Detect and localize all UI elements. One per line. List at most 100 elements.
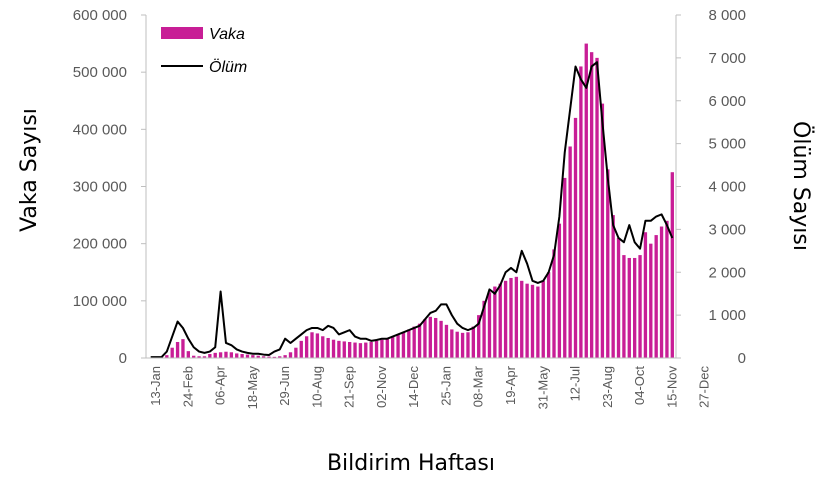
legend-vaka-label: Vaka <box>209 26 245 43</box>
x-tick-label: 12-Jul <box>568 366 583 402</box>
x-tick-label: 18-May <box>245 366 260 410</box>
vaka-bar <box>369 341 373 358</box>
right-y-tick-label: 4 000 <box>708 179 746 196</box>
vaka-bar <box>208 354 212 358</box>
vaka-bar <box>611 215 615 358</box>
vaka-bar <box>579 66 583 358</box>
vaka-bar <box>202 356 207 358</box>
legend-olum-label: Ölüm <box>209 58 247 76</box>
vaka-bar <box>310 332 314 358</box>
olum-line <box>150 61 674 359</box>
vaka-bar <box>643 232 648 358</box>
vaka-bar <box>267 356 271 358</box>
vaka-bar <box>380 339 384 358</box>
right-y-tick-label: 1 000 <box>708 307 746 324</box>
vaka-bar <box>622 255 626 358</box>
vaka-bar <box>245 354 250 358</box>
x-tick-label: 21-Sep <box>342 366 357 408</box>
vaka-bar <box>487 292 492 358</box>
vaka-bar <box>670 172 674 358</box>
vaka-bar <box>627 257 631 358</box>
vaka-bar <box>460 332 465 358</box>
vaka-bar <box>541 280 545 358</box>
vaka-bar <box>337 340 341 358</box>
x-axis-title: Bildirim Haftası <box>327 451 495 476</box>
vaka-bar <box>283 355 287 358</box>
vaka-bar <box>654 235 658 358</box>
vaka-bar <box>514 276 519 358</box>
vaka-bar <box>439 320 443 358</box>
right-y-tick-label: 3 000 <box>708 221 746 238</box>
left-y-tick-label: 100 000 <box>73 293 127 310</box>
vaka-bar <box>659 226 664 358</box>
right-axis-title: Ölüm Sayısı <box>788 121 814 251</box>
vaka-bar <box>633 257 637 358</box>
vaka-bars <box>149 43 674 359</box>
vaka-bar <box>520 280 524 358</box>
left-y-tick-label: 500 000 <box>73 64 127 81</box>
vaka-bar <box>186 351 190 358</box>
vaka-bar <box>256 355 260 358</box>
left-y-tick-label: 200 000 <box>73 236 127 253</box>
vaka-bar <box>568 146 572 358</box>
vaka-bar <box>665 220 669 358</box>
vaka-bar <box>498 283 502 358</box>
vaka-bar <box>466 332 470 358</box>
right-y-tick-label: 6 000 <box>708 93 746 110</box>
vaka-bar <box>170 347 174 358</box>
vaka-bar <box>417 323 422 358</box>
x-tick-label: 08-Mar <box>471 365 486 407</box>
vaka-bar <box>444 324 449 358</box>
x-tick-label: 15-Nov <box>664 366 679 408</box>
vaka-bar <box>331 339 336 358</box>
vaka-bar <box>423 319 427 358</box>
vaka-bar <box>471 326 475 358</box>
vaka-bar <box>573 117 578 359</box>
vaka-bar <box>649 243 653 358</box>
vaka-bar <box>552 249 556 358</box>
vaka-bar <box>272 356 277 358</box>
vaka-bar <box>342 341 346 358</box>
right-y-tick-label: 2 000 <box>708 264 746 281</box>
vaka-bar <box>235 353 239 358</box>
vaka-bar <box>557 223 562 358</box>
vaka-bar <box>407 329 411 358</box>
vaka-bar <box>224 351 228 358</box>
vaka-bar <box>525 283 529 358</box>
x-tick-label: 02-Nov <box>374 366 389 408</box>
x-tick-label: 25-Jan <box>438 366 453 406</box>
vaka-bar <box>213 352 217 358</box>
x-tick-label: 14-Dec <box>406 366 421 408</box>
right-y-tick-label: 0 <box>738 350 746 367</box>
vaka-bar <box>374 340 379 358</box>
vaka-bar <box>428 316 432 358</box>
x-tick-label: 13-Jan <box>148 366 163 406</box>
vaka-bar <box>638 255 642 358</box>
vaka-bar <box>450 329 454 358</box>
vaka-bar <box>584 43 588 358</box>
vaka-bar <box>304 336 309 358</box>
vaka-bar <box>434 317 438 358</box>
left-y-tick-label: 600 000 <box>73 7 127 24</box>
vaka-bar <box>321 336 325 358</box>
x-tick-label: 27-Dec <box>697 366 712 408</box>
vaka-bar <box>353 342 357 358</box>
vaka-bar <box>364 342 368 358</box>
vaka-bar <box>482 300 486 358</box>
vaka-bar <box>546 272 551 358</box>
vaka-bar <box>197 356 201 358</box>
vaka-bar <box>595 57 599 359</box>
vaka-bar <box>396 333 400 358</box>
legend-vaka-swatch <box>161 27 203 39</box>
left-y-tick-labels: 0 100 000 200 000 300 000 400 000 500 000 600 … <box>73 7 146 367</box>
vaka-bar <box>240 354 244 358</box>
vaka-bar <box>358 343 363 358</box>
x-tick-label: 23-Aug <box>600 366 615 408</box>
vaka-bar <box>530 284 535 358</box>
x-tick-label: 24-Feb <box>180 366 195 407</box>
legend: Vaka Ölüm <box>161 26 247 76</box>
vaka-bar <box>192 355 196 358</box>
vaka-bar <box>261 356 266 358</box>
vaka-bar <box>299 340 303 358</box>
